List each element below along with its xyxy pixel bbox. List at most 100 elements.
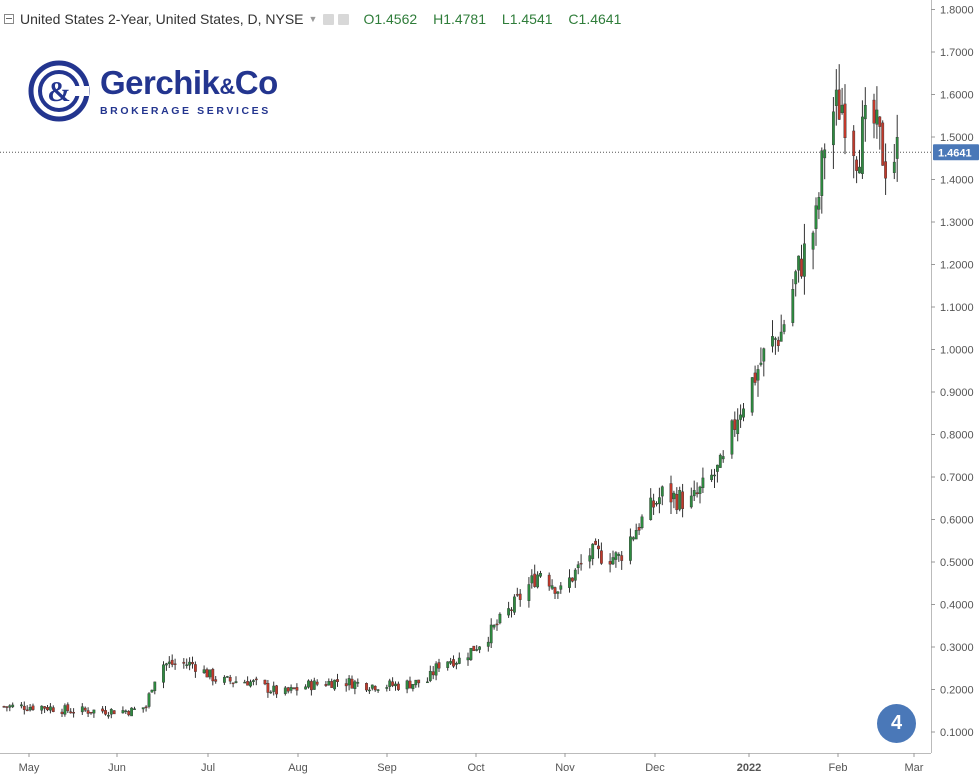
high-label: H [433, 11, 444, 27]
visibility-icon[interactable] [338, 13, 350, 25]
candle-body [469, 647, 473, 660]
candle-body [11, 704, 15, 708]
candle-body [457, 657, 461, 664]
candle-body [640, 516, 644, 529]
candle-body [576, 564, 580, 569]
candle-body [101, 708, 105, 712]
candle-body [721, 456, 725, 460]
y-tick-label: 1.3000 [940, 217, 974, 229]
last-price-tag [933, 144, 979, 161]
candle-body [608, 561, 612, 565]
high-value: 1.4781 [443, 11, 487, 27]
y-tick-label: 1.6000 [940, 90, 974, 102]
candle-body [530, 575, 534, 584]
x-tick-label: Nov [555, 762, 575, 774]
candle-body [617, 554, 621, 556]
candle-body [292, 687, 296, 689]
candle-body [573, 569, 577, 581]
candle-body [649, 497, 653, 521]
y-tick-label: 0.7000 [940, 472, 974, 484]
candle-body [63, 705, 67, 715]
candle-body [8, 705, 12, 708]
candle-body [800, 258, 803, 277]
candle-body [336, 679, 339, 682]
candle-body [234, 681, 238, 683]
low-value: 1.4541 [509, 11, 553, 27]
candle-body [20, 704, 23, 707]
candle-body [5, 706, 9, 708]
y-tick-label: 0.3000 [940, 642, 974, 654]
x-tick-label: Feb [829, 762, 848, 774]
candle-body [417, 679, 421, 684]
candle-body [327, 681, 331, 686]
x-tick-label: Mar [905, 762, 924, 774]
chevron-down-icon[interactable]: ▼ [308, 14, 318, 24]
symbol-title[interactable]: United States 2-Year, United States, D, … [20, 11, 304, 27]
candle-body [408, 680, 412, 689]
candle-body [92, 709, 96, 714]
close-value: 1.4641 [578, 11, 622, 27]
candle-body [811, 232, 815, 250]
candle-body [365, 683, 368, 691]
candle-body [254, 678, 258, 681]
candle-body [803, 243, 806, 277]
candle-body [840, 104, 844, 114]
candle-body [834, 89, 838, 106]
logo-name: Gerchik&Co [100, 65, 278, 104]
candle-body [895, 137, 899, 159]
candle-body [533, 573, 537, 587]
candle-body [655, 503, 658, 505]
collapse-icon[interactable] [4, 14, 14, 24]
candle-body [861, 116, 864, 174]
candle-body [133, 708, 136, 710]
candle-body [820, 150, 824, 196]
candle-body [559, 585, 563, 590]
candle-body [202, 669, 206, 674]
candle-body [556, 591, 560, 594]
y-tick-label: 1.8000 [940, 5, 974, 17]
candle-body [431, 671, 435, 676]
candle-body [31, 705, 35, 710]
candle-body [437, 662, 441, 669]
candle-body [730, 420, 734, 455]
candle-body [571, 577, 574, 582]
candle-body [852, 130, 856, 157]
candle-body [124, 710, 128, 713]
x-tick-label: Jun [108, 762, 126, 774]
candle-body [733, 419, 737, 430]
candle-body [385, 687, 389, 689]
candle-body [263, 679, 267, 685]
candle-body [286, 687, 290, 692]
candle-body [736, 419, 740, 435]
candle-body [675, 494, 679, 511]
logo-mark-icon: & [28, 60, 90, 122]
candle-body [814, 205, 818, 229]
candle-body [428, 670, 432, 681]
candle-body [550, 585, 554, 589]
candle-body [150, 689, 154, 693]
candle-body [434, 663, 438, 676]
candle-body [243, 681, 247, 684]
candle-body [492, 624, 496, 628]
candle-body [774, 338, 777, 340]
candle-body [446, 661, 450, 668]
candle-body [144, 706, 148, 709]
candle-body [843, 103, 847, 139]
candle-body [863, 105, 867, 120]
candle-body [600, 550, 603, 564]
candle-body [40, 705, 44, 711]
candle-body [536, 574, 540, 588]
candle-body [892, 161, 896, 173]
candle-body [289, 687, 293, 691]
candle-body [791, 289, 795, 323]
settings-icon[interactable] [323, 13, 335, 25]
candle-body [214, 679, 218, 682]
candle-body [188, 661, 191, 666]
candle-body [127, 711, 131, 716]
candle-body [112, 710, 116, 715]
candle-body [652, 500, 656, 508]
candle-body [211, 669, 215, 682]
candle-body [2, 706, 6, 708]
